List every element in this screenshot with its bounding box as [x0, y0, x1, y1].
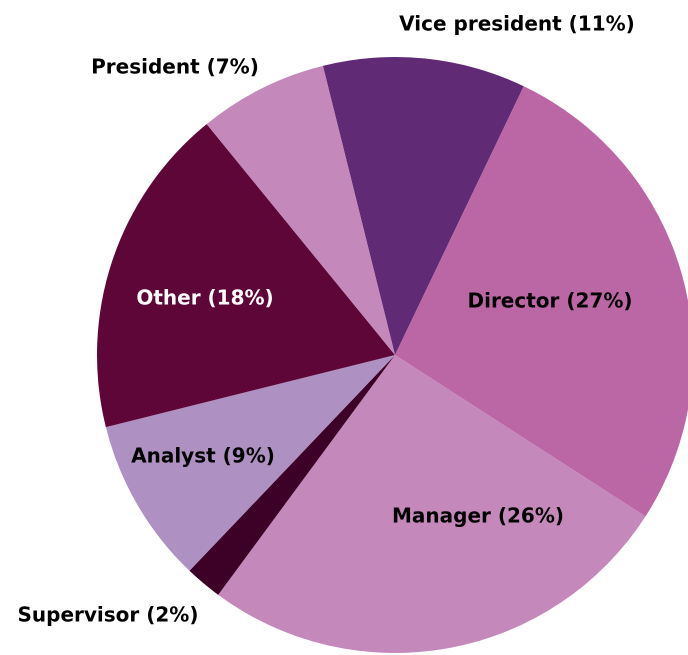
slice-label: Manager (26%) — [392, 504, 564, 528]
pie-slice — [322, 56, 524, 355]
pie-slice — [218, 355, 646, 653]
slice-label: Director (27%) — [467, 289, 632, 313]
slice-label: Other (18%) — [136, 286, 273, 310]
slice-label: Analyst (9%) — [131, 444, 275, 468]
pie-slice — [206, 65, 395, 356]
pie-slice — [105, 355, 396, 571]
slice-label: President (7%) — [91, 55, 259, 79]
pie-slice — [189, 355, 395, 595]
pie-slice — [97, 124, 396, 428]
slice-label: Supervisor (2%) — [18, 603, 199, 627]
pie-slice — [395, 86, 688, 517]
slice-label: Vice president (11%) — [399, 12, 635, 36]
